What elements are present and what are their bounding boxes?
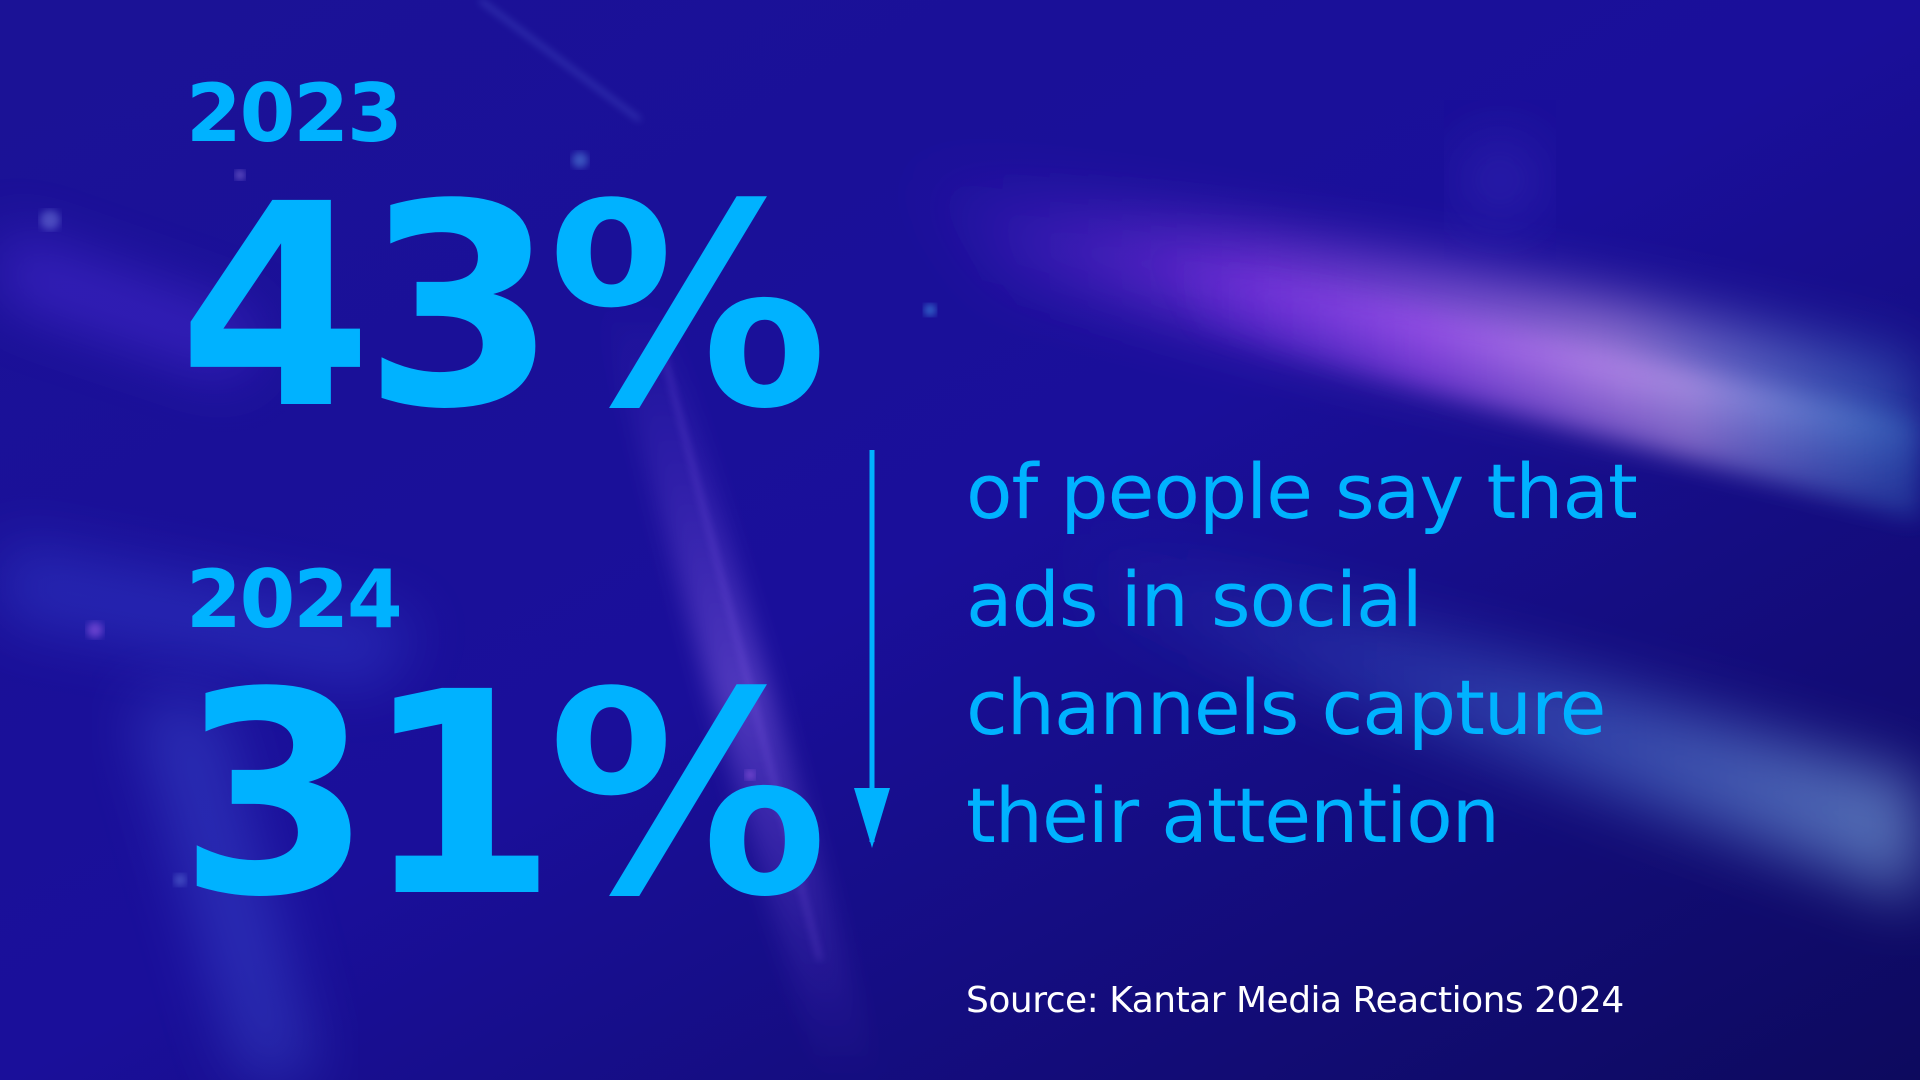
year-label-2024: 2024	[186, 553, 403, 646]
arrow-down-icon	[854, 450, 890, 848]
year-label-2023: 2023	[186, 67, 403, 160]
description-line: of people say that	[966, 447, 1638, 536]
stat-description: of people say that ads in social channel…	[966, 438, 1786, 870]
description-line: their attention	[966, 771, 1500, 860]
description-line: channels capture	[966, 663, 1606, 752]
source-citation: Source: Kantar Media Reactions 2024	[966, 980, 1624, 1021]
percentage-2023: 43%	[178, 145, 828, 471]
percentage-2024: 31%	[178, 633, 828, 959]
description-line: ads in social	[966, 555, 1423, 644]
